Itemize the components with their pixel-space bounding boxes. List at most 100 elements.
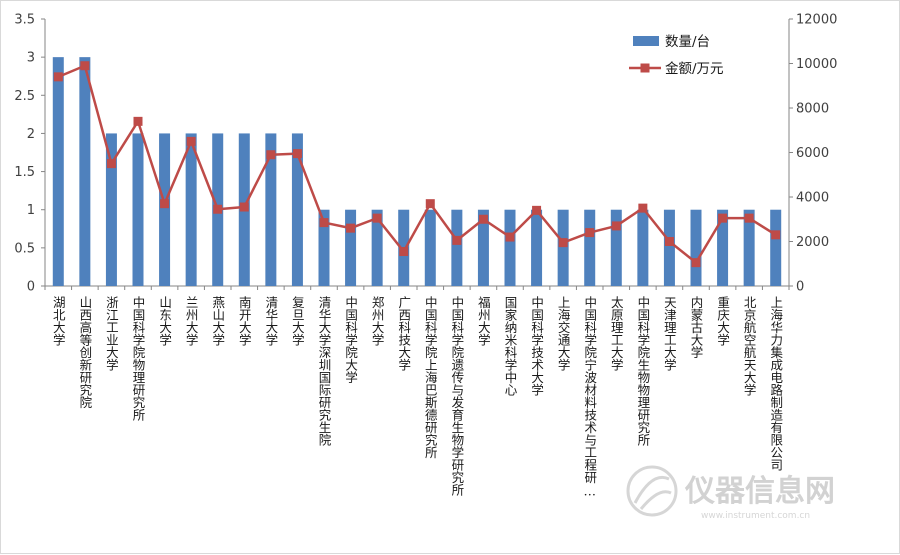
amount-point <box>718 213 728 223</box>
amount-point <box>585 228 595 238</box>
amount-point <box>239 202 249 212</box>
bar <box>371 209 383 286</box>
amount-point <box>106 159 116 169</box>
amount-point <box>691 258 701 268</box>
amount-point <box>478 214 488 224</box>
bar <box>477 209 489 286</box>
category-label: 湖北大学 <box>51 295 66 346</box>
bar <box>717 209 729 286</box>
bar <box>770 209 782 286</box>
category-label: 中国科学院上海巴斯德研究所 <box>423 295 438 459</box>
legend-label-count: 数量/台 <box>665 34 710 50</box>
amount-point <box>664 237 674 246</box>
bar <box>451 209 463 286</box>
y-left-tick-label: 1.5 <box>14 165 35 180</box>
y-right-tick-label: 6000 <box>796 146 829 161</box>
amount-point <box>532 205 542 215</box>
bar <box>663 209 675 286</box>
bar <box>610 209 622 286</box>
bar <box>79 57 91 287</box>
category-label: 山东大学 <box>157 296 172 346</box>
bar <box>531 209 543 286</box>
watermark-logo-icon <box>626 465 678 517</box>
bar <box>345 209 357 286</box>
y-right-tick-label: 0 <box>796 280 804 295</box>
amount-point <box>186 136 196 146</box>
category-label: 复旦大学 <box>290 296 305 346</box>
bar <box>743 209 755 286</box>
category-label: 清华大学 <box>263 296 278 346</box>
watermark-subtext: www.instrument.com.cn <box>701 511 810 521</box>
amount-point <box>133 116 143 126</box>
category-label: 浙江工业大学 <box>104 295 119 371</box>
legend-label-amount: 金额/万元 <box>665 61 724 77</box>
amount-point <box>611 221 621 231</box>
bar <box>557 209 569 286</box>
amount-point <box>425 199 435 209</box>
y-right-tick-label: 10000 <box>796 57 837 72</box>
amount-point <box>80 61 90 71</box>
y-right-tick-label: 2000 <box>796 235 829 250</box>
category-label: 南开大学 <box>237 295 252 346</box>
watermark: 仪器信息网 www.instrument.com.cn <box>626 465 835 521</box>
bar <box>185 133 197 286</box>
amount-point <box>53 72 63 82</box>
amount-point <box>638 203 648 213</box>
category-label: 北京航空航天大学 <box>742 296 757 396</box>
category-label: 中国科学院宁波材料技术与工程研… <box>582 295 597 499</box>
y-right-tick-label: 12000 <box>796 13 837 28</box>
legend-bar-swatch <box>633 36 659 46</box>
amount-line <box>57 64 777 264</box>
category-label: 内蒙古大学 <box>689 296 704 359</box>
category-label: 中国科学院物理研究所 <box>131 295 146 421</box>
amount-point <box>744 213 754 223</box>
amount-point <box>558 238 568 248</box>
amount-point <box>372 213 382 223</box>
category-label: 燕山大学 <box>210 296 225 346</box>
bar <box>132 133 144 286</box>
category-label: 天津理工大学 <box>662 296 677 371</box>
amount-point <box>213 204 223 214</box>
y-left-tick-label: 0.5 <box>14 241 35 256</box>
category-label: 中国科学院遗传与发育生物学研究所 <box>449 295 464 496</box>
amount-point <box>452 235 462 245</box>
bar <box>424 209 436 286</box>
category-label: 广西科技大学 <box>396 296 411 371</box>
y-left-tick-label: 3 <box>27 51 35 66</box>
y-left-tick-label: 3.5 <box>14 13 35 28</box>
plot-area: 0 0.5 1 1.5 2 2.5 3 3.5 0 2000 4000 6000 8000 10000 12… <box>14 13 837 499</box>
bar <box>690 209 702 286</box>
category-label: 清华大学深圳国际研究生院 <box>317 296 332 446</box>
y-left-tick-label: 0 <box>27 280 35 295</box>
bar <box>105 133 117 286</box>
y-right-tick-label: 8000 <box>796 102 829 117</box>
amount-point <box>399 247 409 257</box>
category-label: 中国科学院生物物理研究所 <box>635 295 650 446</box>
category-label: 福州大学 <box>476 295 491 346</box>
amount-point <box>505 232 515 242</box>
amount-point <box>346 223 356 233</box>
amount-point <box>292 149 302 159</box>
amount-point <box>771 230 781 240</box>
y-right-tick-label: 4000 <box>796 191 829 206</box>
category-label: 兰州大学 <box>184 296 199 346</box>
category-label: 太原理工大学 <box>609 295 624 371</box>
y-left-tick-label: 2 <box>27 127 35 142</box>
legend-marker-swatch <box>640 63 650 73</box>
amount-point <box>160 199 170 209</box>
bar <box>291 133 303 286</box>
category-label: 重庆大学 <box>715 295 730 346</box>
legend: 数量/台金额/万元 <box>629 34 724 77</box>
category-label: 国家纳米科学中心 <box>503 296 518 396</box>
category-label: 山西高等创新研究院 <box>77 296 92 409</box>
amount-point <box>266 150 276 160</box>
bar <box>637 209 649 286</box>
category-label: 中国科学院大学 <box>343 295 358 384</box>
bar <box>52 57 64 287</box>
bar <box>318 209 330 286</box>
category-label: 上海交通大学 <box>556 296 571 371</box>
category-label: 中国科学技术大学 <box>529 295 544 396</box>
bar <box>584 209 596 286</box>
